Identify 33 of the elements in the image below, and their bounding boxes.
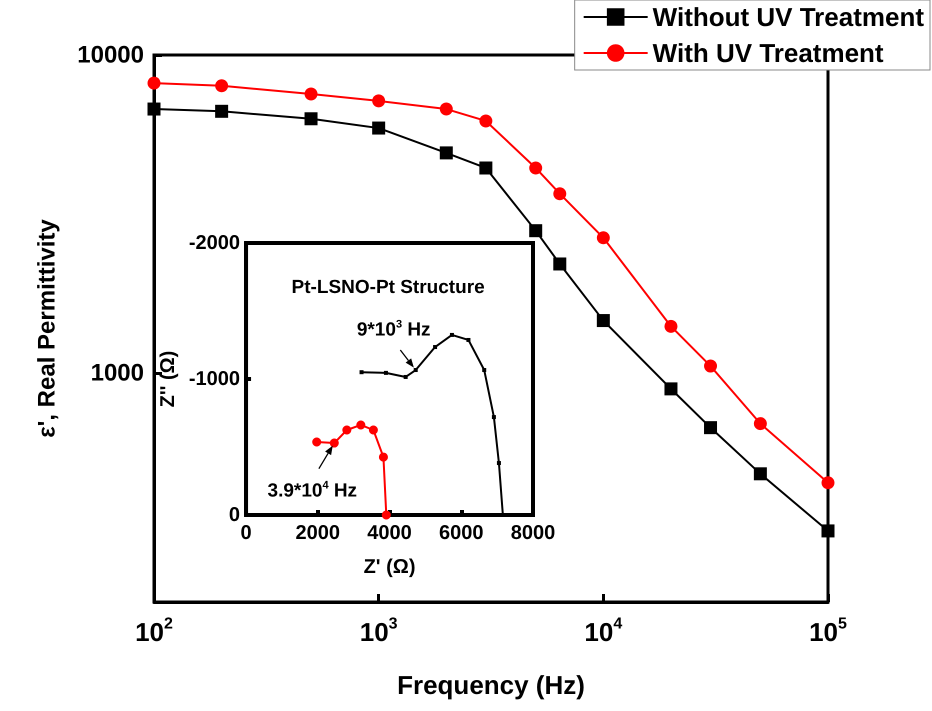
y-axis-title: ε', Real Permittivity bbox=[34, 218, 60, 438]
x-axis-title: Z' (Ω) bbox=[364, 556, 416, 578]
point bbox=[496, 461, 501, 466]
point bbox=[378, 452, 388, 462]
point bbox=[482, 368, 486, 372]
point bbox=[360, 370, 364, 374]
x-axis-title: Frequency (Hz) bbox=[397, 670, 585, 700]
point bbox=[368, 426, 378, 434]
legend-label: With UV Treatment bbox=[652, 38, 884, 68]
point bbox=[404, 374, 408, 379]
point bbox=[342, 426, 352, 434]
y-tick-label: 0 bbox=[228, 504, 240, 526]
point bbox=[312, 437, 322, 446]
x-tick-label: 2000 bbox=[296, 522, 340, 544]
point bbox=[330, 438, 339, 448]
y-tick-label: -2000 bbox=[188, 232, 240, 254]
point bbox=[414, 368, 418, 372]
point bbox=[450, 332, 454, 337]
point bbox=[384, 370, 388, 375]
point bbox=[466, 338, 470, 342]
point bbox=[433, 345, 438, 350]
y-axis-title: Z'' (Ω) bbox=[157, 350, 179, 408]
x-tick-label: 4000 bbox=[367, 522, 412, 544]
y-tick-label: -1000 bbox=[188, 368, 240, 390]
point bbox=[492, 415, 496, 420]
y-tick-label: 1000 bbox=[90, 359, 144, 386]
x-tick-label: 8000 bbox=[510, 522, 556, 544]
y-tick-label: 10000 bbox=[77, 42, 144, 68]
x-tick-label: 6000 bbox=[439, 522, 484, 544]
point bbox=[382, 510, 391, 520]
annotation: Pt-LSNO-Pt Structure bbox=[292, 277, 485, 298]
point bbox=[356, 420, 366, 430]
legend-label: Without UV Treatment bbox=[652, 2, 924, 32]
